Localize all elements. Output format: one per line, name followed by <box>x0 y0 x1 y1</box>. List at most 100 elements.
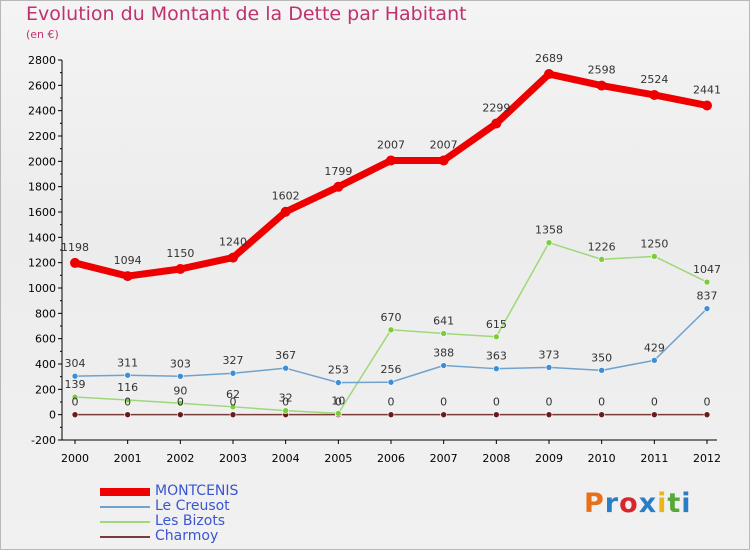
point-charmoy <box>177 411 184 418</box>
data-label-les-bizots: 139 <box>65 378 86 391</box>
point-charmoy <box>598 411 605 418</box>
data-label-charmoy: 0 <box>546 396 553 409</box>
data-label-le-creusot: 367 <box>275 349 296 362</box>
data-label-montcenis: 2689 <box>535 52 563 65</box>
point-le-creusot <box>282 364 289 372</box>
point-montcenis <box>491 118 502 129</box>
point-charmoy <box>124 411 131 418</box>
point-les-bizots <box>124 396 131 404</box>
point-charmoy <box>493 411 500 418</box>
data-label-les-bizots: 62 <box>226 388 240 401</box>
data-label-le-creusot: 429 <box>644 341 665 354</box>
data-label-montcenis: 2524 <box>640 73 668 86</box>
data-label-le-creusot: 837 <box>697 290 718 303</box>
data-label-charmoy: 0 <box>177 396 184 409</box>
y-tick-label: -200 <box>31 434 56 447</box>
data-label-les-bizots: 1358 <box>535 224 563 237</box>
y-tick-label: 1400 <box>28 231 56 244</box>
y-tick-label: 2000 <box>28 155 56 168</box>
point-les-bizots <box>651 253 658 260</box>
x-tick-label: 2011 <box>640 452 668 465</box>
point-les-bizots <box>598 256 605 263</box>
x-tick-label: 2006 <box>377 452 405 465</box>
point-les-bizots <box>335 410 342 417</box>
x-tick-label: 2010 <box>588 452 616 465</box>
point-montcenis <box>702 100 712 111</box>
x-tick-label: 2012 <box>693 452 721 465</box>
data-label-le-creusot: 311 <box>117 356 138 369</box>
point-montcenis <box>333 181 344 192</box>
logo-letter: r <box>604 488 620 519</box>
x-tick-label: 2009 <box>535 452 563 465</box>
point-montcenis <box>280 206 291 217</box>
data-label-le-creusot: 363 <box>486 350 507 363</box>
data-label-les-bizots: 1047 <box>693 263 721 276</box>
point-charmoy <box>229 411 237 418</box>
data-label-montcenis: 2441 <box>693 83 721 96</box>
y-tick-label: 0 <box>49 409 56 422</box>
data-label-charmoy: 0 <box>704 396 711 409</box>
data-label-les-bizots: 641 <box>433 314 454 327</box>
data-label-charmoy: 0 <box>230 396 237 409</box>
y-tick-label: 1200 <box>28 257 56 270</box>
y-tick-label: 2200 <box>28 130 56 143</box>
series-layer <box>70 69 712 418</box>
x-tick-label: 2005 <box>324 452 352 465</box>
point-le-creusot <box>229 369 237 377</box>
point-les-bizots <box>229 403 237 411</box>
point-le-creusot <box>703 305 711 312</box>
point-le-creusot <box>440 362 447 369</box>
y-tick-label: 1800 <box>28 181 56 194</box>
legend-swatch <box>100 520 150 523</box>
point-charmoy <box>71 411 79 418</box>
data-label-charmoy: 0 <box>282 396 289 409</box>
data-label-montcenis: 2007 <box>377 138 405 151</box>
data-label-le-creusot: 256 <box>381 363 402 376</box>
data-label-les-bizots: 90 <box>173 384 187 397</box>
y-tick-label: 2800 <box>28 54 56 67</box>
point-les-bizots <box>177 399 184 407</box>
x-tick-label: 2007 <box>430 452 458 465</box>
point-le-creusot <box>387 378 395 386</box>
logo-letter: x <box>638 488 658 519</box>
logo-letter: t <box>667 488 682 519</box>
legend-swatch <box>100 487 150 496</box>
point-montcenis <box>122 271 133 282</box>
point-montcenis <box>228 252 238 263</box>
y-tick-label: 1000 <box>28 282 56 295</box>
chart-axes: -200020040060080010001200140016001800200… <box>28 54 721 465</box>
y-tick-label: 800 <box>35 307 56 320</box>
data-label-les-bizots: 670 <box>381 311 402 324</box>
point-le-creusot <box>124 371 131 379</box>
data-label-montcenis: 2007 <box>430 138 458 151</box>
logo-letter: P <box>584 488 605 519</box>
x-tick-label: 2000 <box>61 452 89 465</box>
legend-label: Les Bizots <box>155 513 226 529</box>
data-labels: 0 0 0 0 0 0 0 0 0 0 0 0 0 139 116 90 62 32 10 670 641 615 1358… <box>61 52 721 409</box>
data-label-montcenis: 1094 <box>114 254 142 267</box>
chart-subtitle: (en €) <box>26 28 59 41</box>
point-montcenis <box>649 89 660 100</box>
point-montcenis <box>175 264 186 274</box>
point-charmoy <box>545 411 553 418</box>
y-tick-label: 1600 <box>28 206 56 219</box>
point-les-bizots <box>703 278 711 286</box>
data-label-charmoy: 0 <box>124 396 131 409</box>
point-le-creusot <box>71 372 79 380</box>
data-label-le-creusot: 303 <box>170 357 191 370</box>
point-montcenis <box>70 257 80 268</box>
y-tick-label: 2400 <box>28 105 56 118</box>
data-label-charmoy: 0 <box>335 396 342 409</box>
logo-letter: i <box>657 488 668 519</box>
point-montcenis <box>596 80 607 91</box>
data-label-charmoy: 0 <box>651 396 658 409</box>
logo-letter: o <box>619 488 639 519</box>
y-tick-label: 2600 <box>28 79 56 92</box>
data-label-le-creusot: 327 <box>223 354 244 367</box>
data-label-le-creusot: 388 <box>433 347 454 360</box>
point-montcenis <box>544 69 554 80</box>
point-le-creusot <box>177 372 184 380</box>
point-charmoy <box>651 411 658 418</box>
logo-letter: i <box>681 488 692 519</box>
point-le-creusot <box>651 357 658 364</box>
